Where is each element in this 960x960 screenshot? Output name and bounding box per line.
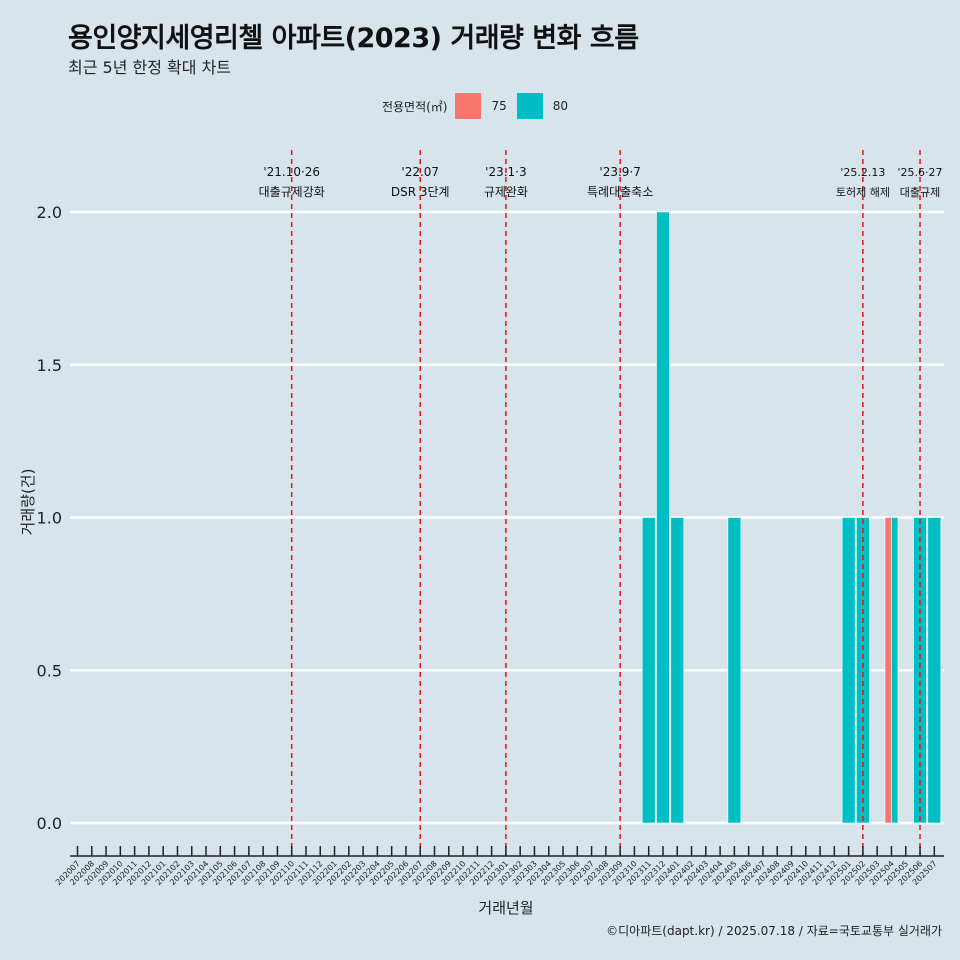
event-name-label: 대출규제 (900, 186, 940, 199)
legend-label-80: 80 (552, 99, 569, 113)
y-axis-title: 거래량(건) (19, 469, 37, 536)
event-date-label: '25.6·27 (898, 166, 943, 179)
bar-202507-80 (927, 517, 942, 824)
event-date-label: '22.07 (401, 165, 439, 179)
event-name-label: DSR 3단계 (391, 185, 450, 199)
y-tick-label: 1.5 (37, 356, 62, 375)
bar-202504-80 (891, 517, 899, 824)
y-tick-label: 0.5 (37, 661, 62, 680)
event-name-label: 특례대출축소 (587, 185, 653, 199)
bar-202506-80 (913, 517, 927, 824)
bar-202405-80 (727, 517, 742, 824)
legend-swatch-80 (516, 93, 543, 119)
event-date-label: '25.2.13 (840, 166, 885, 179)
y-tick-label: 1.0 (37, 509, 62, 528)
y-tick-label: 2.0 (37, 203, 62, 222)
bar-202312-80 (656, 211, 670, 824)
event-name-label: 규제완화 (484, 185, 528, 199)
bar-202504-75 (884, 517, 892, 824)
source-footer: ©디아파트(dapt.kr) / 2025.07.18 / 자료=국토교통부 실… (606, 924, 942, 938)
x-axis-title: 거래년월 (478, 899, 533, 917)
event-name-label: 토허제 해제 (836, 185, 890, 199)
legend-swatch-75 (455, 93, 482, 119)
legend: 전용면적(㎡) 75 80 (0, 93, 960, 119)
bar-202501-80 (841, 517, 856, 824)
event-name-label: 대출규제강화 (259, 185, 325, 199)
legend-label-75: 75 (491, 99, 507, 113)
bar-202311-80 (641, 517, 656, 824)
bar-202401-80 (670, 517, 685, 824)
event-date-label: '23.1·3 (485, 165, 526, 179)
chart-subtitle: 최근 5년 한정 확대 차트 (68, 58, 232, 77)
event-date-label: '23.9·7 (599, 165, 640, 179)
chart-title: 용인양지세영리첼 아파트(2023) 거래량 변화 흐름 (68, 23, 639, 54)
legend-title: 전용면적(㎡) (381, 99, 448, 114)
event-date-label: '21.10·26 (263, 165, 320, 179)
y-tick-label: 0.0 (37, 814, 62, 833)
bar-202502-80 (856, 517, 870, 824)
